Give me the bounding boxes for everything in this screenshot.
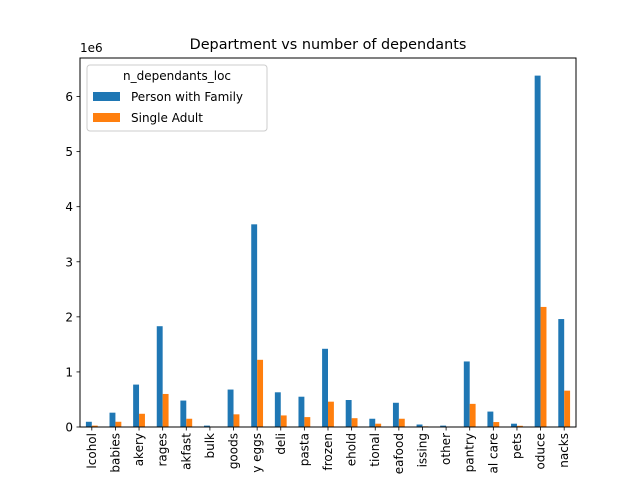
bar-single-adult-tional [375, 423, 382, 427]
bar-person-with-family-akery [133, 384, 140, 427]
bar-person-with-family-al-care [487, 411, 494, 427]
bar-single-adult-deli [280, 415, 287, 427]
y-tick-label: 2 [65, 310, 73, 324]
legend-label-person-with-family: Person with Family [131, 90, 243, 104]
bar-single-adult-al-care [493, 422, 500, 427]
x-tick-label: pasta [297, 433, 311, 466]
x-tick-label: nacks [557, 433, 571, 468]
bar-person-with-family-pets [511, 423, 517, 427]
x-tick-label: pantry [463, 433, 477, 472]
bar-person-with-family-ehold [345, 400, 352, 427]
bar-person-with-family-eafood [392, 402, 399, 427]
bar-single-adult-y-eggs [257, 359, 264, 427]
y-axis-scale-label: 1e6 [80, 41, 103, 55]
x-tick-label: al care [486, 433, 500, 474]
bar-single-adult-pantry [469, 403, 476, 427]
bar-single-adult-lcohol [91, 425, 98, 427]
bars-group [85, 75, 571, 428]
x-tick-label: oduce [534, 433, 548, 470]
bar-person-with-family-issing [416, 424, 423, 427]
bar-single-adult-akfast [186, 418, 193, 427]
x-tick-label: akery [132, 433, 146, 466]
y-axis-ticks: 0 1 2 3 4 5 6 [65, 90, 80, 435]
bar-person-with-family-goods [227, 389, 234, 427]
bar-person-with-family-tional [369, 418, 376, 427]
x-tick-label: y eggs [250, 433, 264, 473]
x-tick-label: tional [368, 433, 382, 467]
bar-person-with-family-lcohol [85, 421, 92, 427]
bar-single-adult-rages [162, 393, 169, 427]
bar-person-with-family-deli [274, 392, 281, 427]
legend-swatch-person-with-family [93, 92, 120, 101]
y-tick-label: 4 [65, 200, 73, 214]
bar-single-adult-pets [516, 425, 523, 427]
y-tick-label: 6 [65, 90, 73, 104]
bar-single-adult-eafood [398, 418, 405, 427]
bar-person-with-family-nacks [558, 319, 565, 427]
bar-person-with-family-other [440, 425, 447, 427]
x-tick-label: other [439, 433, 453, 465]
x-axis-ticks: lcohol babies akery rages akfast bulk goods y e… [85, 427, 571, 474]
bar-single-adult-pasta [304, 417, 311, 427]
bar-single-adult-oduce [540, 306, 547, 427]
y-tick-label: 3 [65, 255, 73, 269]
x-tick-label: frozen [321, 433, 335, 471]
x-tick-label: issing [415, 433, 429, 467]
x-tick-label: rages [156, 433, 170, 467]
legend: n_dependants_loc Person with Family Sing… [86, 64, 268, 132]
chart-title: Department vs number of dependants [190, 37, 467, 53]
bar-person-with-family-bulk [204, 425, 210, 427]
bar-person-with-family-babies [109, 412, 116, 427]
legend-box [86, 64, 268, 132]
x-tick-label: deli [274, 433, 288, 455]
y-tick-label: 1 [65, 365, 73, 379]
bar-single-adult-akery [139, 413, 145, 427]
bar-single-adult-babies [115, 421, 122, 427]
x-tick-label: bulk [203, 433, 217, 459]
bar-single-adult-frozen [328, 401, 334, 427]
legend-title: n_dependants_loc [123, 69, 231, 83]
legend-label-single-adult: Single Adult [131, 111, 203, 125]
x-tick-label: ehold [345, 433, 359, 466]
x-tick-label: pets [510, 433, 524, 459]
bar-person-with-family-akfast [180, 400, 187, 427]
x-tick-label: lcohol [85, 433, 99, 469]
bar-person-with-family-pasta [298, 396, 305, 427]
bar-person-with-family-y-eggs [251, 224, 258, 427]
y-tick-label: 5 [65, 145, 73, 159]
x-tick-label: akfast [179, 433, 193, 470]
x-tick-label: goods [227, 433, 241, 469]
bar-single-adult-nacks [564, 390, 571, 427]
bar-person-with-family-oduce [534, 75, 541, 428]
x-tick-label: babies [108, 433, 122, 473]
plot-frame [79, 57, 577, 428]
bar-person-with-family-frozen [322, 348, 328, 427]
x-tick-label: eafood [392, 433, 406, 474]
bar-single-adult-ehold [351, 418, 358, 427]
y-tick-label: 0 [65, 421, 73, 435]
bar-person-with-family-pantry [463, 361, 470, 427]
legend-swatch-single-adult [93, 113, 120, 122]
bar-single-adult-goods [233, 414, 240, 427]
bar-person-with-family-rages [156, 326, 163, 427]
